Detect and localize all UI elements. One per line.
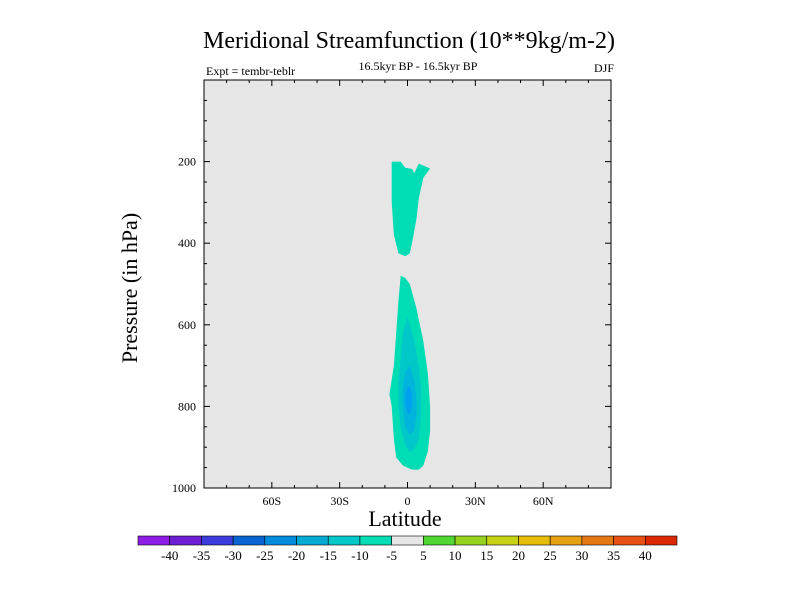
colorbar-label: 10	[449, 548, 462, 563]
colorbar-box	[644, 535, 678, 546]
colorbar-box	[613, 535, 646, 546]
colorbar-box	[169, 535, 202, 546]
contour-lower-cell-minus-20	[405, 386, 412, 415]
y-tick-label: 400	[178, 236, 196, 250]
colorbar: -40 -35 -30 -25 -20 -15 -10 -5 5 10 15 20 25 30 35 40	[137, 535, 678, 563]
colorbar-label: -15	[320, 548, 337, 563]
x-tick-label: 60N	[533, 494, 554, 508]
colorbar-box	[137, 535, 171, 546]
colorbar-label: -30	[224, 548, 241, 563]
x-tick-label: 30S	[330, 494, 349, 508]
colorbar-label: 15	[480, 548, 493, 563]
y-tick-label: 600	[178, 318, 196, 332]
colorbar-box	[391, 535, 424, 546]
colorbar-label: -35	[193, 548, 210, 563]
y-tick-label: 800	[178, 399, 196, 413]
colorbar-label: 25	[544, 548, 557, 563]
contour-upper-cell-minus-5	[391, 161, 431, 257]
chart-subtitle: 16.5kyr BP - 16.5kyr BP	[358, 59, 478, 73]
colorbar-label: -5	[386, 548, 397, 563]
colorbar-label: 5	[420, 548, 427, 563]
colorbar-box	[486, 535, 519, 546]
colorbar-label: -10	[351, 548, 368, 563]
colorbar-box	[327, 535, 361, 546]
season-label: DJF	[593, 61, 614, 75]
colorbar-box	[232, 535, 266, 546]
chart-title: Meridional Streamfunction (10**9kg/m-2)	[203, 28, 615, 54]
colorbar-label: -25	[256, 548, 273, 563]
colorbar-label: 20	[512, 548, 525, 563]
contour-regions	[389, 161, 431, 470]
x-tick-label: 60S	[262, 494, 281, 508]
colorbar-label: -40	[161, 548, 178, 563]
colorbar-box	[296, 535, 329, 546]
colorbar-box	[201, 535, 234, 546]
colorbar-label: 35	[607, 548, 620, 563]
x-tick-label: 0	[405, 494, 411, 508]
x-tick-label: 30N	[465, 494, 486, 508]
colorbar-box	[264, 535, 297, 546]
colorbar-label: 30	[575, 548, 588, 563]
colorbar-box	[359, 535, 392, 546]
axis-ticks: 200 400 600 800 1000 60S 30S 0 30N 60N	[172, 80, 611, 508]
x-axis-label: Latitude	[368, 506, 442, 531]
colorbar-box	[581, 535, 614, 546]
colorbar-box	[423, 535, 456, 546]
colorbar-box	[549, 535, 583, 546]
experiment-label: Expt = tembr-teblr	[206, 64, 296, 78]
colorbar-box	[454, 535, 488, 546]
colorbar-box	[518, 535, 551, 546]
y-tick-label: 1000	[172, 481, 196, 495]
colorbar-label: 40	[639, 548, 652, 563]
colorbar-label: -20	[288, 548, 305, 563]
y-tick-label: 200	[178, 155, 196, 169]
